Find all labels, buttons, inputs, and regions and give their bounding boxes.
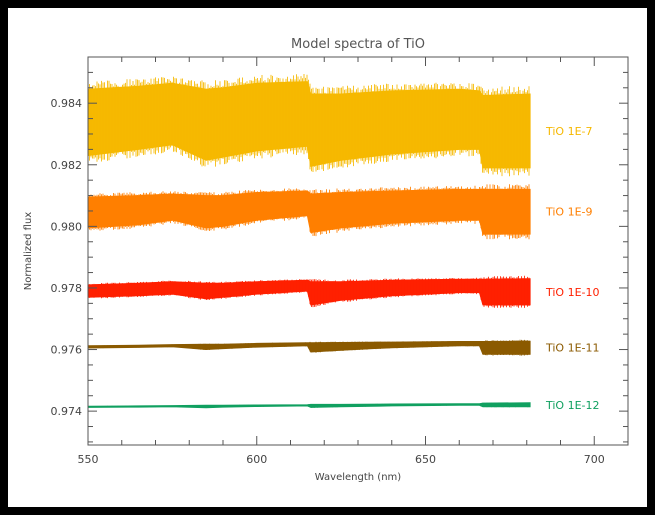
- y-tick-label: 0.974: [51, 405, 83, 418]
- legend-entry: TiO 1E-7: [545, 125, 593, 138]
- series-line: [87, 74, 530, 177]
- legend-entry: TiO 1E-9: [545, 206, 593, 219]
- legend-entry: TiO 1E-11: [545, 342, 600, 355]
- y-tick-label: 0.982: [51, 159, 83, 172]
- y-tick-label: 0.978: [51, 282, 83, 295]
- y-tick-label: 0.984: [51, 97, 83, 110]
- series-tio-1e-9: [87, 184, 531, 240]
- series-tio-1e-12: [87, 402, 531, 409]
- series-tio-1e-7: [87, 74, 531, 177]
- x-tick-label: 600: [246, 453, 267, 466]
- series-line: [87, 184, 530, 240]
- chart-title: Model spectra of TiO: [291, 37, 425, 52]
- series-tio-1e-10: [87, 275, 531, 308]
- series-band: [87, 340, 531, 355]
- y-axis-label: Normalized flux: [23, 212, 34, 291]
- x-tick-label: 700: [584, 453, 605, 466]
- series-tio-1e-11: [87, 339, 531, 356]
- x-tick-label: 650: [415, 453, 436, 466]
- y-tick-label: 0.976: [51, 344, 83, 357]
- series-line: [87, 275, 530, 308]
- y-tick-label: 0.980: [51, 220, 83, 233]
- chart-frame: Model spectra of TiO Wavelength (nm) Nor…: [8, 8, 647, 507]
- x-tick-label: 550: [78, 453, 99, 466]
- legend-entry: TiO 1E-10: [545, 286, 600, 299]
- series-line: [87, 339, 530, 356]
- x-axis-label: Wavelength (nm): [315, 472, 401, 483]
- legend-entry: TiO 1E-12: [545, 399, 600, 412]
- spectra-chart: Model spectra of TiO Wavelength (nm) Nor…: [23, 37, 629, 483]
